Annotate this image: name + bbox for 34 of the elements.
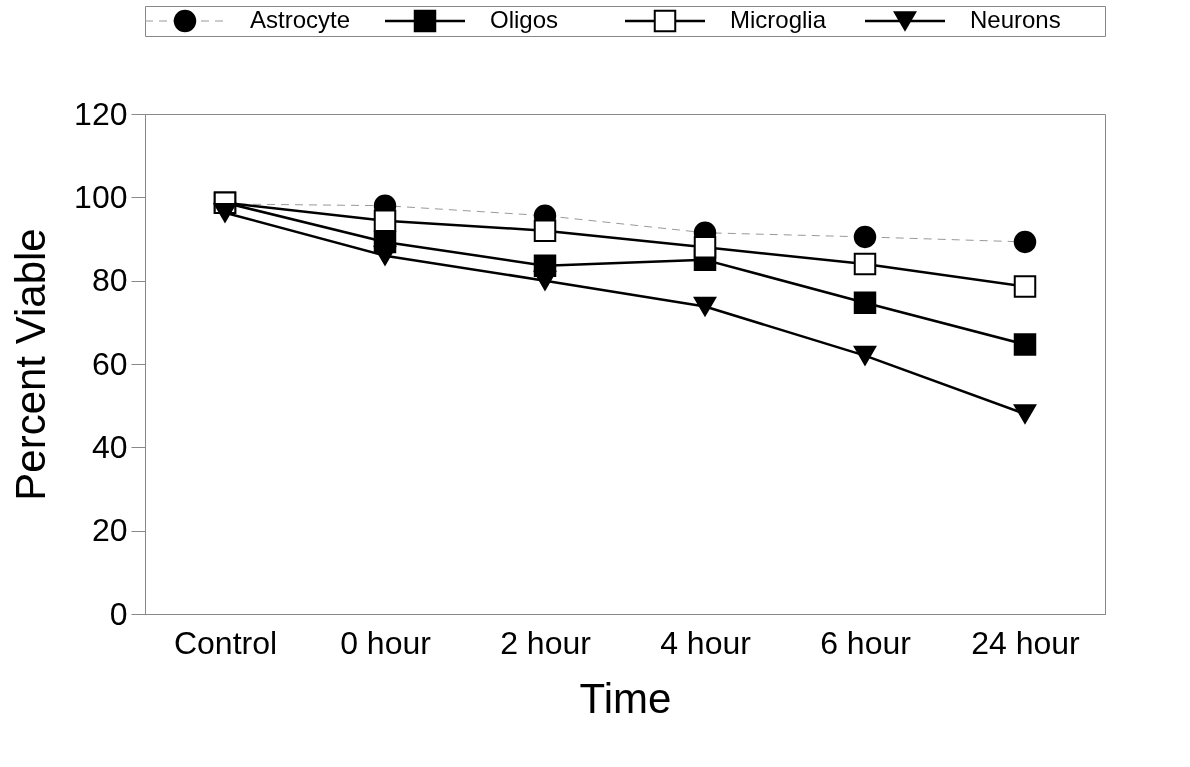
y-tick-label: 120 — [74, 95, 128, 132]
legend-label: Microglia — [730, 6, 827, 33]
y-tick-label: 0 — [109, 595, 128, 632]
y-tick-label: 40 — [91, 428, 128, 465]
point — [373, 245, 397, 266]
y-tick-label: 80 — [91, 262, 128, 299]
legend-label: Neurons — [970, 6, 1061, 33]
point — [693, 236, 717, 259]
point — [693, 296, 717, 317]
x-tick-label: 0 hour — [340, 624, 432, 661]
y-axis-title: Percent Viable — [7, 228, 55, 501]
point — [1013, 275, 1037, 298]
x-tick-label: 4 hour — [660, 624, 752, 661]
point — [853, 291, 877, 314]
point — [533, 270, 557, 291]
y-tick-label: 100 — [74, 178, 128, 215]
y-tick-label: 20 — [91, 512, 128, 549]
point — [1013, 230, 1037, 254]
point — [213, 202, 237, 223]
point — [1013, 404, 1037, 424]
x-axis-title: Time — [579, 674, 672, 722]
legend-label: Astrocyte — [250, 6, 351, 33]
x-tick-label: 24 hour — [971, 624, 1081, 661]
point — [373, 209, 397, 232]
x-tick-label: Control — [173, 624, 278, 661]
x-tick-label: 2 hour — [500, 624, 592, 661]
point — [1013, 333, 1037, 356]
point — [853, 345, 877, 366]
point — [853, 252, 877, 276]
y-tick-label: 60 — [91, 345, 128, 382]
x-tick-label: 6 hour — [820, 624, 912, 661]
point — [533, 219, 557, 242]
point — [853, 225, 877, 249]
legend-label: Oligos — [490, 6, 559, 33]
